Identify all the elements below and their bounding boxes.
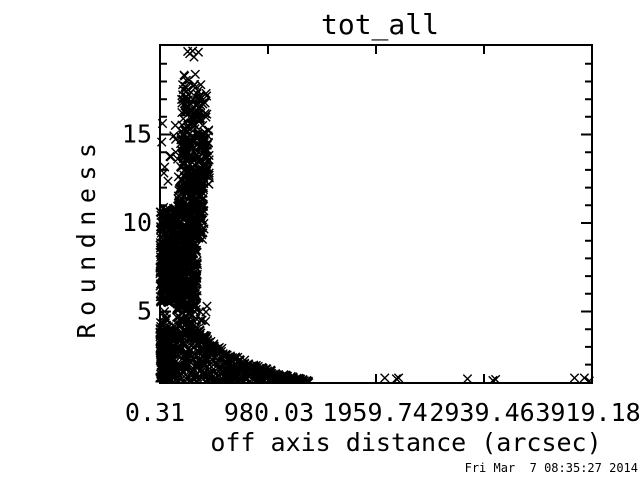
y-tick-labels: 5 10 15: [122, 120, 152, 326]
x-tick-label: 980.03: [224, 398, 314, 427]
y-tick-label: 15: [122, 120, 152, 149]
axis-ticks: [159, 45, 593, 383]
plot-border: [159, 44, 593, 384]
x-tick-label: 2939.46: [429, 398, 534, 427]
x-tick-labels: 0.31 980.03 1959.74 2939.46 3919.18: [125, 398, 640, 427]
timestamp: Fri Mar 7 08:35:27 2014: [465, 461, 638, 475]
x-tick-label: 0.31: [125, 398, 185, 427]
y-tick-label: 5: [137, 297, 152, 326]
x-tick-label: 3919.18: [535, 398, 640, 427]
scatter-points: [155, 46, 594, 383]
chart-title: tot_all: [321, 8, 439, 42]
y-axis-label: Roundness: [72, 136, 101, 339]
scatter-marker-crosses: [155, 46, 594, 383]
x-axis-label: off axis distance (arcsec): [210, 428, 601, 457]
x-tick-label: 1959.74: [322, 398, 427, 427]
y-tick-label: 10: [122, 208, 152, 237]
